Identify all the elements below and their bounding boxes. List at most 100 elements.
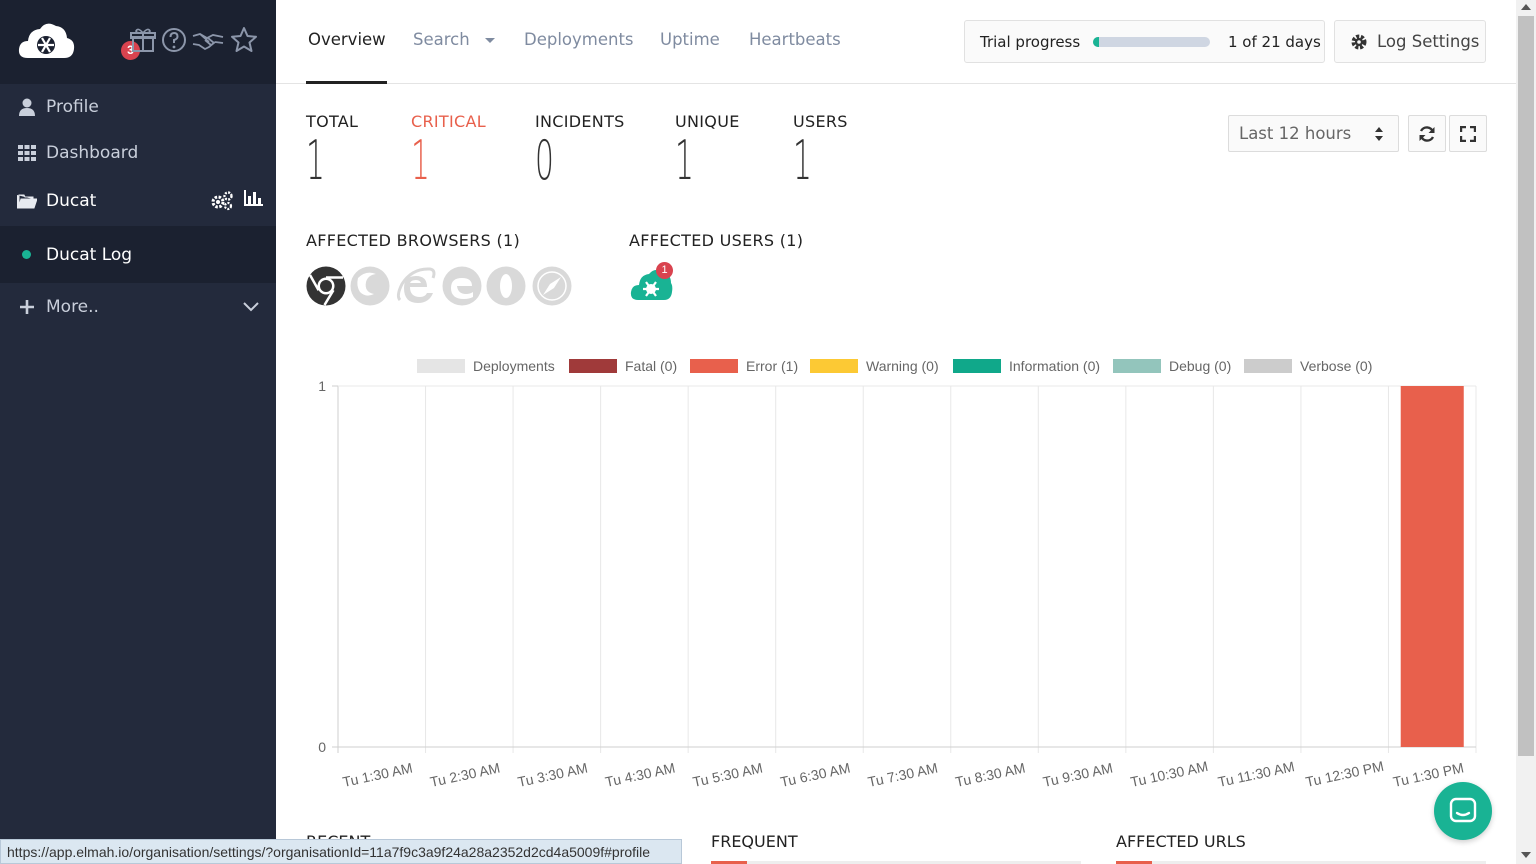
x-tick-label: Tu 9:30 AM — [1041, 760, 1114, 790]
ie-icon[interactable] — [394, 266, 438, 306]
scroll-down-arrow-icon[interactable] — [1521, 852, 1531, 858]
sidebar-item-dashboard[interactable]: Dashboard — [0, 130, 276, 176]
stat-unique[interactable]: UNIQUE 1 — [675, 112, 740, 191]
chart-grid — [332, 385, 1477, 753]
x-tick-label: Tu 7:30 AM — [866, 760, 939, 790]
legend-label[interactable]: Deployments — [473, 358, 555, 374]
edge-icon[interactable] — [442, 266, 482, 306]
help-icon[interactable] — [160, 26, 188, 54]
stat-incidents[interactable]: INCIDENTS 0 — [535, 112, 625, 191]
x-tick-label: Tu 6:30 AM — [779, 760, 852, 790]
sidebar-item-label: Profile — [46, 97, 99, 117]
tab-deployments[interactable]: Deployments — [524, 30, 634, 49]
handshake-icon[interactable] — [191, 26, 225, 54]
stat-users[interactable]: USERS 1 — [793, 112, 848, 191]
status-bar-url: https://app.elmah.io/organisation/settin… — [0, 839, 682, 864]
folder-icon — [17, 191, 37, 211]
user-icon — [17, 97, 37, 117]
stat-value: 1 — [411, 129, 430, 192]
bar-chart-icon[interactable] — [244, 189, 264, 207]
gear-icon — [1351, 34, 1367, 49]
star-icon[interactable] — [230, 26, 258, 54]
scroll-up-arrow-icon[interactable] — [1521, 4, 1531, 10]
sidebar-header: 3 — [0, 0, 276, 84]
stat-total[interactable]: TOTAL 1 — [306, 112, 358, 191]
elmah-logo-icon[interactable] — [16, 18, 76, 64]
legend-swatch[interactable] — [953, 359, 1001, 373]
trial-progress[interactable]: Trial progress 1 of 21 days — [964, 20, 1325, 63]
status-dot-icon — [22, 250, 31, 259]
scrollbar-thumb[interactable] — [1518, 16, 1534, 756]
time-range-select[interactable]: Last 12 hours — [1228, 115, 1399, 152]
trial-progress-bar — [1093, 37, 1210, 47]
sidebar-item-ducat[interactable]: Ducat — [0, 178, 276, 224]
active-tab-indicator — [306, 81, 387, 84]
chevron-down-icon[interactable] — [243, 302, 259, 312]
x-tick-label: Tu 8:30 AM — [954, 760, 1027, 790]
chart-x-ticks: Tu 1:30 AM Tu 2:30 AM Tu 3:30 AM Tu 4:30 AM… — [341, 758, 1465, 790]
legend-swatch[interactable] — [1113, 359, 1161, 373]
ducat-tools — [210, 189, 264, 211]
legend-label[interactable]: Information (0) — [1009, 358, 1100, 374]
x-tick-label: Tu 12:30 PM — [1304, 758, 1385, 790]
stat-value: 0 — [535, 129, 554, 192]
sidebar-item-profile[interactable]: Profile — [0, 84, 276, 130]
opera-icon[interactable] — [486, 266, 526, 306]
firefox-icon[interactable] — [350, 266, 390, 306]
refresh-icon — [1419, 125, 1435, 142]
legend-swatch[interactable] — [1244, 359, 1292, 373]
x-tick-label: Tu 1:30 AM — [341, 760, 414, 790]
sidebar-item-label: Ducat Log — [46, 244, 133, 265]
plus-icon — [17, 297, 37, 317]
sidebar-item-ducat-log[interactable]: Ducat Log — [0, 226, 276, 283]
x-tick-label: Tu 3:30 AM — [516, 760, 589, 790]
stat-label: UNIQUE — [675, 112, 740, 131]
safari-icon[interactable] — [532, 266, 572, 306]
tab-overview[interactable]: Overview — [308, 30, 386, 49]
x-tick-label: Tu 5:30 AM — [691, 760, 764, 790]
tab-uptime[interactable]: Uptime — [660, 30, 720, 49]
refresh-button[interactable] — [1408, 115, 1446, 152]
chart-legend: Deployments Fatal (0) Error (1) Warning (0)… — [417, 358, 1372, 374]
tab-search[interactable]: Search — [413, 30, 470, 49]
frequent-divider — [711, 861, 1081, 864]
chat-button[interactable] — [1434, 782, 1492, 840]
legend-swatch[interactable] — [690, 359, 738, 373]
stat-value: 1 — [675, 129, 694, 192]
log-settings-button[interactable]: Log Settings — [1334, 20, 1486, 63]
legend-label[interactable]: Verbose (0) — [1300, 358, 1372, 374]
stat-label: CRITICAL — [411, 112, 486, 131]
frequent-title: FREQUENT — [711, 832, 798, 851]
grid-icon — [17, 143, 37, 163]
sidebar-item-more[interactable]: More.. — [0, 284, 276, 330]
fullscreen-button[interactable] — [1449, 115, 1487, 152]
y-tick-label: 0 — [318, 739, 326, 755]
trial-progress-fill — [1093, 37, 1099, 47]
gift-icon[interactable] — [129, 26, 157, 54]
gears-icon[interactable] — [210, 189, 234, 211]
caret-down-icon[interactable] — [485, 38, 495, 43]
legend-label[interactable]: Warning (0) — [866, 358, 939, 374]
legend-swatch[interactable] — [417, 359, 465, 373]
y-tick-label: 1 — [318, 378, 326, 394]
sidebar: 3 Profile — [0, 0, 276, 864]
sort-arrows-icon — [1375, 127, 1383, 141]
expand-icon — [1460, 125, 1476, 142]
chrome-icon[interactable] — [306, 266, 346, 306]
affected-urls-divider — [1116, 861, 1486, 864]
legend-label[interactable]: Fatal (0) — [625, 358, 677, 374]
chart-bar[interactable] — [1400, 386, 1464, 747]
legend-swatch[interactable] — [569, 359, 617, 373]
x-tick-label: Tu 10:30 AM — [1129, 758, 1209, 790]
stat-critical[interactable]: CRITICAL 1 — [411, 112, 486, 191]
stat-label: TOTAL — [306, 112, 359, 131]
affected-users-title: AFFECTED USERS (1) — [629, 231, 804, 250]
trial-days: 1 of 21 days — [1228, 33, 1321, 51]
notification-badge: 3 — [121, 41, 140, 60]
tab-heartbeats[interactable]: Heartbeats — [749, 30, 841, 49]
stat-value: 1 — [793, 129, 812, 192]
legend-swatch[interactable] — [810, 359, 858, 373]
legend-label[interactable]: Error (1) — [746, 358, 798, 374]
legend-label[interactable]: Debug (0) — [1169, 358, 1231, 374]
sidebar-item-label: Dashboard — [46, 143, 139, 163]
